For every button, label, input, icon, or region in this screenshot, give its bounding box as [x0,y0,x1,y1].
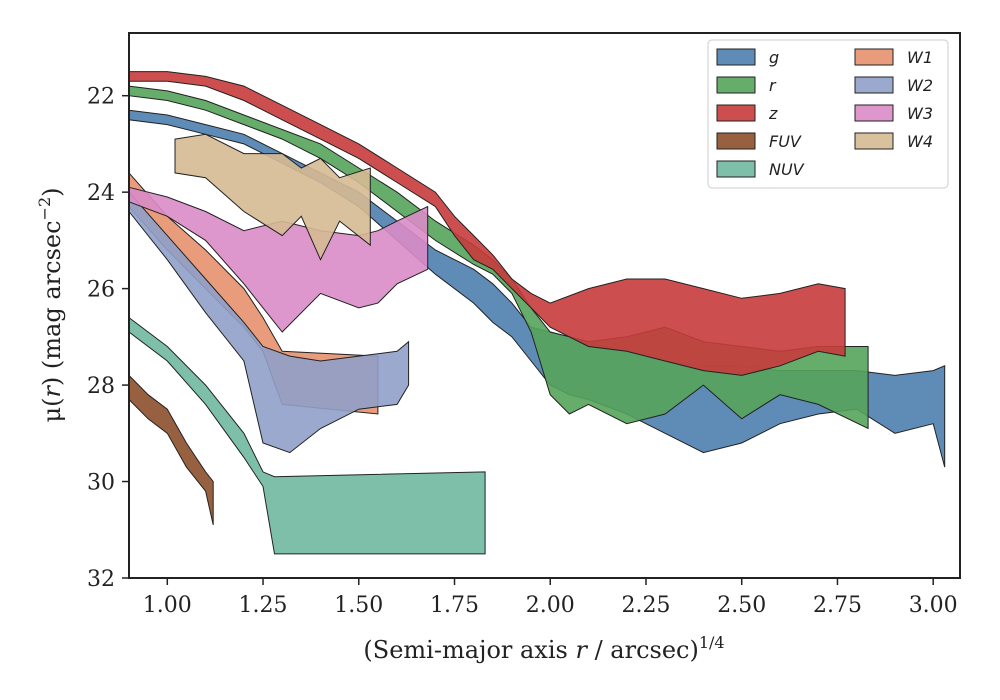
y-tick-label: 30 [87,471,115,496]
legend-label-w2: W2 [907,76,933,95]
legend-swatch-z [716,104,756,122]
x-tick-label: 1.75 [430,593,479,618]
y-axis-ticks: 22 24 26 28 30 32 [87,85,129,592]
y-tick-label: 32 [87,567,115,592]
y-axis-title: μ(r) (mag arcsec−2) [35,187,66,422]
legend-label-w3: W3 [907,104,933,123]
x-tick-label: 2.75 [813,593,862,618]
legend: grz FUV NUV W1 W2 W3 W4 [707,39,949,189]
legend-label-z: z [768,104,778,123]
x-axis-ticks: 1.00 1.25 1.50 1.75 2.00 2.25 2.50 2.75 3.00 [143,578,958,618]
plot-frame [128,32,961,579]
x-tick-label: 1.00 [143,593,192,618]
legend-swatch-nuv [716,160,756,178]
legend-label-r: r [769,76,777,95]
legend-label-fuv: FUV [769,132,802,151]
band-fuv [128,374,214,526]
x-tick-label: 2.25 [621,593,670,618]
band-w4 [174,133,371,261]
legend-label-w4: W4 [907,132,933,151]
legend-swatch-w3 [854,104,894,122]
band-z [128,71,846,376]
band-layer [128,71,946,555]
legend-swatch-fuv [716,132,756,150]
legend-label-g: g [769,48,779,67]
x-tick-label: 2.50 [717,593,766,618]
legend-swatch-w1 [854,48,894,66]
band-nuv [128,316,486,555]
x-tick-label: 1.25 [239,593,288,618]
legend-label-w1: W1 [907,48,933,67]
legend-swatch-w2 [854,76,894,94]
legend-swatch-g [716,48,756,66]
y-tick-label: 26 [87,278,115,303]
y-tick-label: 22 [87,85,115,110]
x-tick-label: 3.00 [909,593,958,618]
x-tick-label: 2.00 [526,593,575,618]
legend-label-nuv: NUV [769,160,805,179]
band-w3 [128,186,429,333]
legend-swatch-r [716,76,756,94]
band-w2 [128,190,410,454]
legend-swatch-w4 [854,132,894,150]
y-tick-label: 24 [87,181,115,206]
x-axis-title: (Semi-major axis r / arcsec)1/4 [363,633,724,664]
x-tick-label: 1.50 [334,593,383,618]
y-tick-label: 28 [87,374,115,399]
